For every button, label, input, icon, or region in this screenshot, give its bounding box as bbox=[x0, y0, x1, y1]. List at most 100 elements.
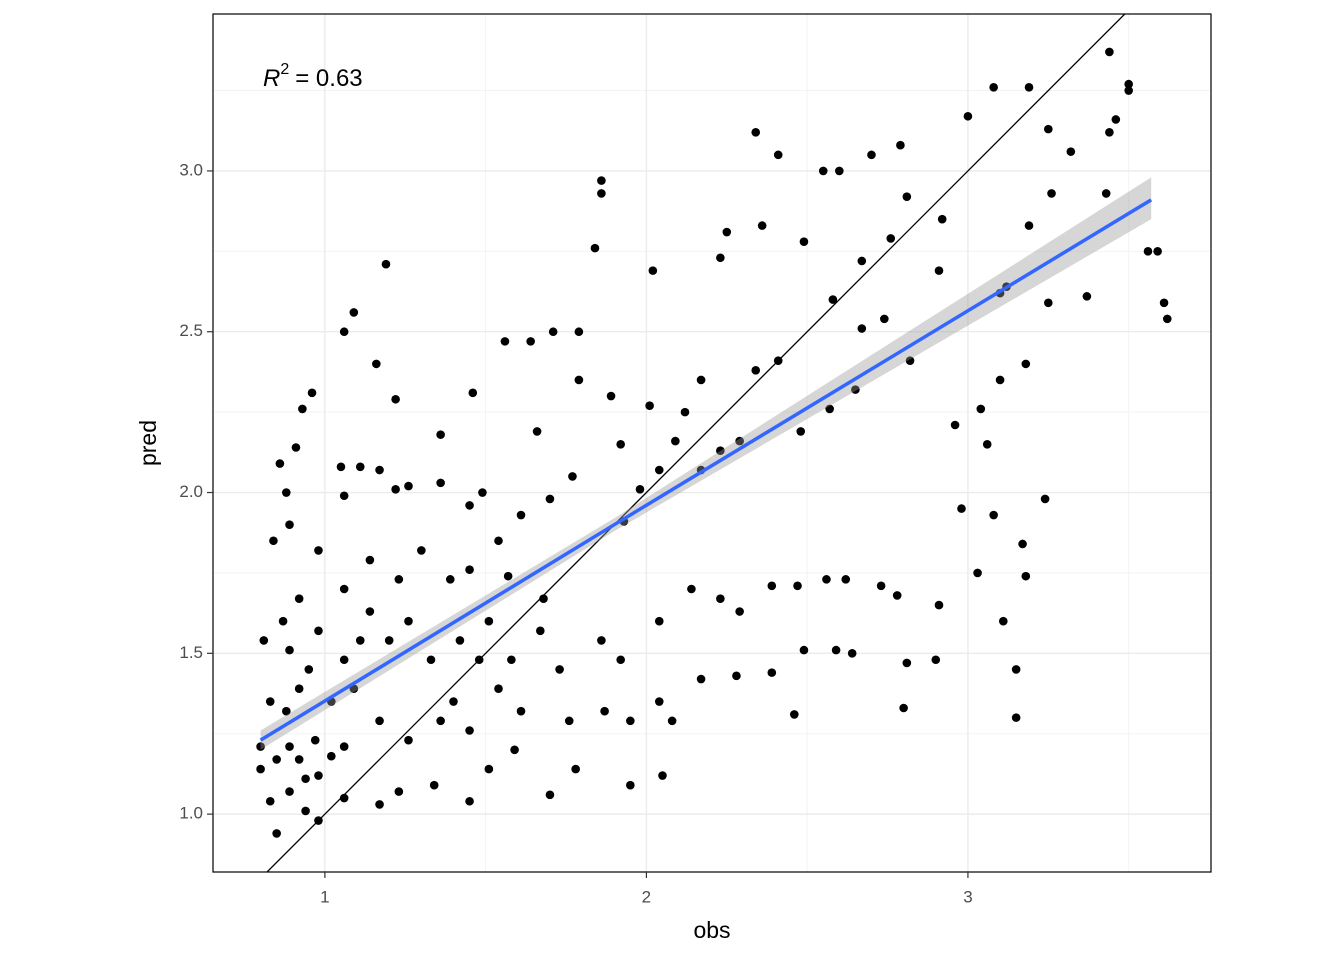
point bbox=[391, 485, 400, 494]
y-tick-label: 1.0 bbox=[179, 804, 203, 823]
point bbox=[716, 446, 725, 456]
point bbox=[1044, 298, 1053, 308]
point bbox=[1024, 83, 1034, 92]
point bbox=[564, 716, 574, 726]
point bbox=[1082, 292, 1092, 301]
point bbox=[394, 787, 404, 796]
point bbox=[654, 465, 664, 475]
point bbox=[294, 755, 304, 764]
panel-border bbox=[212, 13, 1212, 873]
point bbox=[658, 771, 667, 780]
point bbox=[1153, 247, 1162, 256]
point bbox=[767, 581, 777, 591]
point bbox=[963, 111, 973, 121]
point bbox=[468, 388, 478, 398]
point bbox=[857, 324, 867, 333]
y-tick-label: 2.5 bbox=[179, 321, 203, 340]
point bbox=[265, 796, 275, 806]
point bbox=[375, 716, 384, 726]
point bbox=[445, 575, 455, 584]
point bbox=[269, 536, 278, 546]
point bbox=[436, 478, 445, 488]
point bbox=[597, 189, 606, 198]
point bbox=[272, 829, 281, 838]
point bbox=[757, 221, 767, 230]
point bbox=[616, 439, 625, 449]
point bbox=[1105, 47, 1114, 57]
point bbox=[294, 684, 304, 693]
point bbox=[304, 665, 314, 674]
point bbox=[256, 764, 265, 774]
point bbox=[1011, 665, 1021, 674]
point bbox=[349, 308, 359, 317]
point bbox=[905, 356, 915, 365]
point bbox=[799, 645, 809, 655]
point bbox=[735, 436, 744, 446]
point bbox=[265, 697, 275, 706]
point bbox=[510, 745, 519, 755]
point bbox=[545, 494, 555, 504]
point bbox=[626, 716, 635, 726]
point bbox=[327, 751, 336, 761]
point bbox=[307, 388, 317, 398]
point bbox=[1011, 713, 1021, 722]
point bbox=[301, 806, 310, 816]
point bbox=[654, 697, 664, 706]
point bbox=[716, 594, 725, 603]
point bbox=[339, 742, 349, 751]
point bbox=[391, 394, 400, 404]
point bbox=[635, 485, 645, 494]
annotation-variable: R bbox=[263, 65, 280, 92]
point bbox=[902, 192, 912, 201]
point bbox=[616, 655, 625, 665]
point bbox=[484, 764, 494, 774]
point bbox=[494, 536, 503, 546]
point bbox=[545, 790, 555, 800]
point bbox=[465, 726, 474, 735]
point bbox=[851, 385, 860, 394]
point bbox=[532, 427, 542, 436]
point bbox=[336, 462, 346, 472]
point bbox=[645, 401, 654, 410]
point bbox=[886, 234, 896, 243]
point bbox=[1159, 298, 1169, 308]
point bbox=[365, 607, 375, 616]
point bbox=[767, 668, 777, 677]
point bbox=[876, 581, 886, 591]
point bbox=[600, 706, 609, 716]
point bbox=[847, 649, 857, 658]
point bbox=[841, 575, 851, 584]
point bbox=[256, 742, 265, 751]
x-axis-title: obs bbox=[693, 917, 730, 943]
point bbox=[799, 237, 809, 246]
y-tick-label: 1.5 bbox=[179, 643, 203, 662]
axes: 1 2 3 1.0 1.5 2.0 2.5 3.0 bbox=[179, 160, 972, 906]
point bbox=[526, 337, 535, 346]
point bbox=[597, 176, 606, 185]
point bbox=[494, 684, 503, 693]
point bbox=[822, 575, 831, 584]
point bbox=[696, 674, 706, 684]
point bbox=[648, 266, 658, 275]
point bbox=[716, 253, 725, 263]
point bbox=[282, 706, 291, 716]
point bbox=[1143, 247, 1153, 256]
point bbox=[1021, 359, 1031, 369]
point bbox=[516, 510, 526, 520]
point bbox=[536, 626, 545, 636]
point bbox=[680, 407, 690, 417]
grid bbox=[213, 14, 1211, 872]
point bbox=[1018, 539, 1027, 549]
point bbox=[429, 780, 439, 790]
point bbox=[957, 504, 966, 513]
point bbox=[516, 706, 526, 716]
point bbox=[934, 600, 944, 610]
point bbox=[278, 616, 288, 626]
point bbox=[372, 359, 381, 369]
point bbox=[831, 645, 841, 655]
point bbox=[892, 591, 902, 600]
point bbox=[384, 636, 394, 645]
point bbox=[465, 565, 474, 575]
point bbox=[375, 800, 384, 809]
panel-background bbox=[213, 14, 1211, 872]
